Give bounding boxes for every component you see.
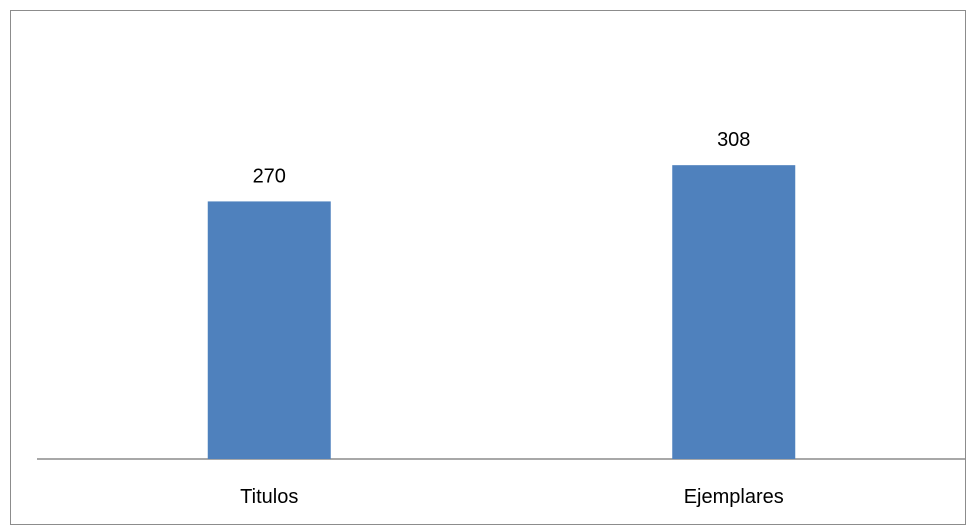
bar-ejemplares [672,165,796,459]
category-label-titulos: Titulos [240,486,298,508]
data-label-ejemplares: 308 [717,129,750,151]
bars-layer [207,165,796,460]
data-label-titulos: 270 [253,165,286,187]
bar-titulos [207,201,331,460]
labels-layer: 270 Titulos 308 Ejemplares [240,129,784,508]
chart-frame [10,10,966,525]
category-label-ejemplares: Ejemplares [684,486,784,508]
